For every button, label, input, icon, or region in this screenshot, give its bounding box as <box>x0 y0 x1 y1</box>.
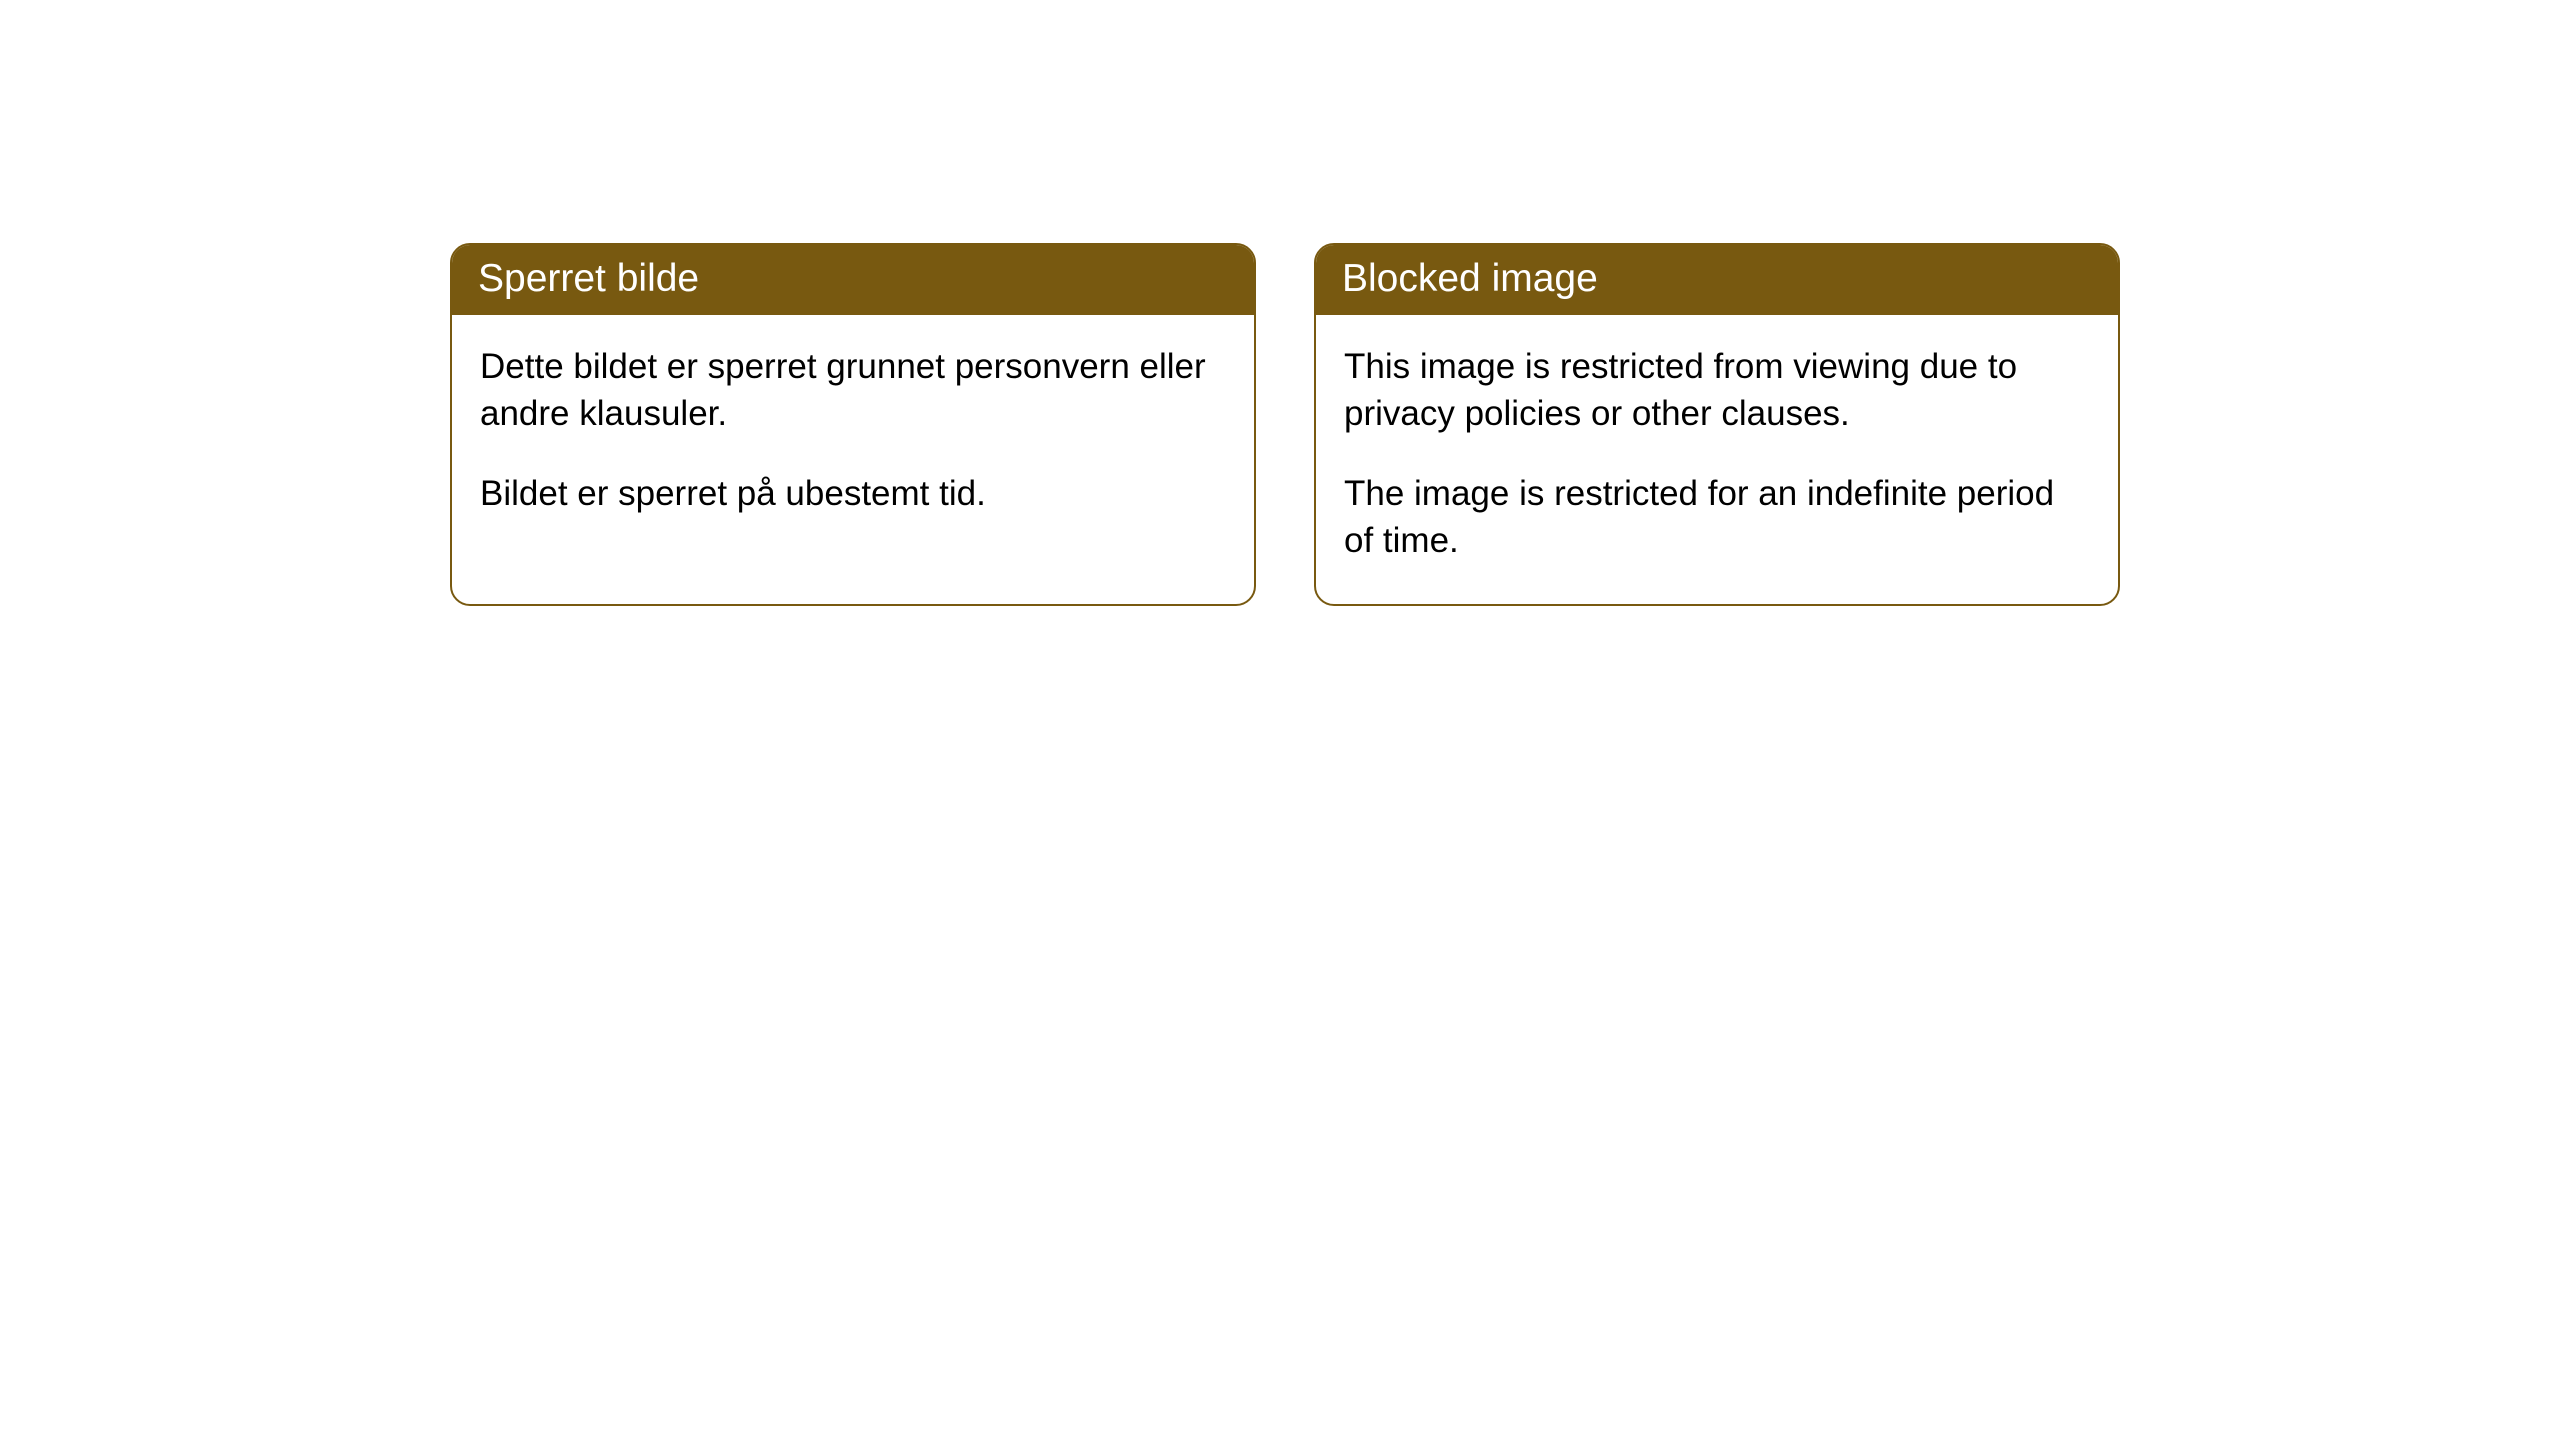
card-paragraph-1: Dette bildet er sperret grunnet personve… <box>480 343 1226 438</box>
card-header: Blocked image <box>1316 245 2118 315</box>
notice-cards-container: Sperret bilde Dette bildet er sperret gr… <box>0 0 2560 606</box>
card-body: Dette bildet er sperret grunnet personve… <box>452 315 1254 557</box>
blocked-image-card-norwegian: Sperret bilde Dette bildet er sperret gr… <box>450 243 1256 606</box>
blocked-image-card-english: Blocked image This image is restricted f… <box>1314 243 2120 606</box>
card-body: This image is restricted from viewing du… <box>1316 315 2118 604</box>
card-paragraph-2: Bildet er sperret på ubestemt tid. <box>480 470 1226 517</box>
card-header: Sperret bilde <box>452 245 1254 315</box>
card-paragraph-1: This image is restricted from viewing du… <box>1344 343 2090 438</box>
card-paragraph-2: The image is restricted for an indefinit… <box>1344 470 2090 565</box>
